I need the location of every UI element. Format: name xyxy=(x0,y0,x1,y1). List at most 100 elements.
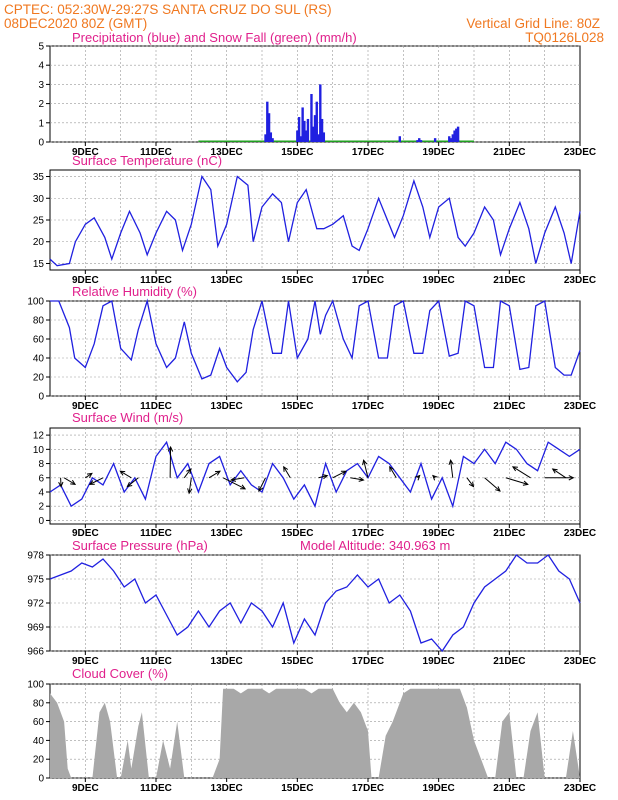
x-tick-label: 9DEC xyxy=(72,275,99,286)
precip-bar xyxy=(313,115,317,142)
precip-bar xyxy=(455,128,458,142)
y-tick-label: 80 xyxy=(33,316,45,327)
x-tick-label: 15DEC xyxy=(281,783,313,794)
precip-bar xyxy=(301,107,304,142)
x-tick-label: 21DEC xyxy=(493,656,525,667)
precip-bar xyxy=(312,126,315,142)
wind-vector xyxy=(58,477,64,488)
x-tick-label: 19DEC xyxy=(423,783,455,794)
wind-vector-shaft xyxy=(484,477,501,492)
x-tick-label: 13DEC xyxy=(211,401,243,412)
y-tick-label: 8 xyxy=(38,459,44,470)
y-tick-label: 975 xyxy=(27,575,44,586)
panel-2: 15 20 25 30 35 9DEC 11DEC 13DEC 15DEC 17DEC 19DEC 2… xyxy=(33,169,596,286)
x-tick-label: 15DEC xyxy=(281,656,313,667)
series-line xyxy=(49,554,581,653)
wind-vector-shaft xyxy=(318,475,328,479)
wind-vector-head xyxy=(187,488,193,495)
x-tick-label: 19DEC xyxy=(423,401,455,412)
x-tick-label: 17DEC xyxy=(352,528,384,539)
precip-bar xyxy=(304,130,308,142)
series-line xyxy=(49,440,581,509)
precip-bar xyxy=(310,94,313,142)
x-tick-label: 9DEC xyxy=(72,147,99,158)
wind-vector-head xyxy=(119,470,126,476)
wind-vector-shaft xyxy=(505,477,528,485)
panel-1: 0 1 2 3 4 5 9DEC 11DEC 13DEC 15DEC 17DEC 19DEC 21DEC… xyxy=(38,42,596,159)
precip-bar xyxy=(315,101,318,142)
wind-vector xyxy=(389,465,397,479)
wind-vector xyxy=(119,470,132,479)
wind-vector-head xyxy=(240,484,247,490)
temperature-panel-title: Surface Temperature (nC) xyxy=(72,153,222,168)
wind-vector xyxy=(167,445,174,478)
y-tick-label: 20 xyxy=(33,373,45,384)
precip-bar xyxy=(320,118,324,142)
x-tick-label: 11DEC xyxy=(140,528,172,539)
precip-bar xyxy=(299,136,303,142)
precip-bar xyxy=(418,138,421,142)
wind-vector-head xyxy=(551,468,558,474)
x-tick-label: 21DEC xyxy=(493,401,525,412)
wind-vector xyxy=(222,477,247,490)
wind-vector xyxy=(362,459,369,478)
model-altitude: Model Altitude: 340.963 m xyxy=(300,538,450,553)
wind-vector-shaft xyxy=(222,477,246,490)
precip-bar xyxy=(267,113,271,142)
x-tick-label: 23DEC xyxy=(564,783,596,794)
x-tick-label: 23DEC xyxy=(564,656,596,667)
y-tick-label: 100 xyxy=(27,680,44,691)
precip-bar xyxy=(306,118,310,142)
y-tick-label: 35 xyxy=(33,172,45,183)
wind-vector xyxy=(258,477,266,493)
x-tick-label: 23DEC xyxy=(564,528,596,539)
wind-vector-shaft xyxy=(283,466,291,479)
wind-vector-head xyxy=(70,479,77,486)
wind-vector xyxy=(332,470,347,479)
wind-vector-head xyxy=(495,486,501,492)
x-tick-label: 13DEC xyxy=(211,656,243,667)
x-tick-label: 9DEC xyxy=(72,656,99,667)
x-tick-label: 11DEC xyxy=(140,275,172,286)
y-tick-label: 12 xyxy=(33,431,45,442)
station-header: CPTEC: 052:30W-29:27S SANTA CRUZ DO SUL … xyxy=(4,2,332,17)
x-tick-label: 17DEC xyxy=(352,275,384,286)
precip-bar xyxy=(303,120,306,142)
precip-bar xyxy=(453,130,456,142)
y-tick-label: 978 xyxy=(27,551,44,562)
precip-bar xyxy=(456,126,460,142)
wind-vector xyxy=(126,477,139,488)
panel-frame xyxy=(49,300,581,397)
x-tick-label: 23DEC xyxy=(564,147,596,158)
wind-vector xyxy=(183,468,192,479)
wind-vector-head xyxy=(167,445,174,452)
x-tick-label: 21DEC xyxy=(493,528,525,539)
x-tick-label: 11DEC xyxy=(140,783,172,794)
wind-vector-head xyxy=(432,474,438,481)
x-tick-label: 19DEC xyxy=(423,656,455,667)
y-tick-label: 20 xyxy=(33,237,45,248)
wind-vector xyxy=(187,477,193,495)
precip-bar xyxy=(451,134,454,142)
series-line xyxy=(49,174,581,267)
wind-vector-shaft xyxy=(450,460,454,478)
precip-bar xyxy=(419,140,423,142)
wind-vector-head xyxy=(258,485,264,493)
x-tick-label: 21DEC xyxy=(493,783,525,794)
precip-bar xyxy=(398,136,401,142)
y-tick-label: 0 xyxy=(38,138,44,149)
precip-bar xyxy=(271,138,274,142)
x-tick-label: 15DEC xyxy=(281,528,313,539)
y-tick-label: 966 xyxy=(27,647,44,658)
panel-4: 0 2 4 6 8 10 12 9DEC 11DEC 13DEC 15DEC 17DEC 19DEC 21… xyxy=(33,427,596,539)
wind-vector-head xyxy=(340,470,347,476)
wind-vector-shaft xyxy=(63,477,76,485)
wind-vector xyxy=(88,477,104,485)
wind-vector-head xyxy=(522,480,529,486)
y-tick-label: 0 xyxy=(38,516,44,527)
wind-vector xyxy=(414,474,421,481)
wind-vector-head xyxy=(322,474,329,480)
precip-bar xyxy=(269,132,273,142)
wind-vector-head xyxy=(568,475,575,481)
